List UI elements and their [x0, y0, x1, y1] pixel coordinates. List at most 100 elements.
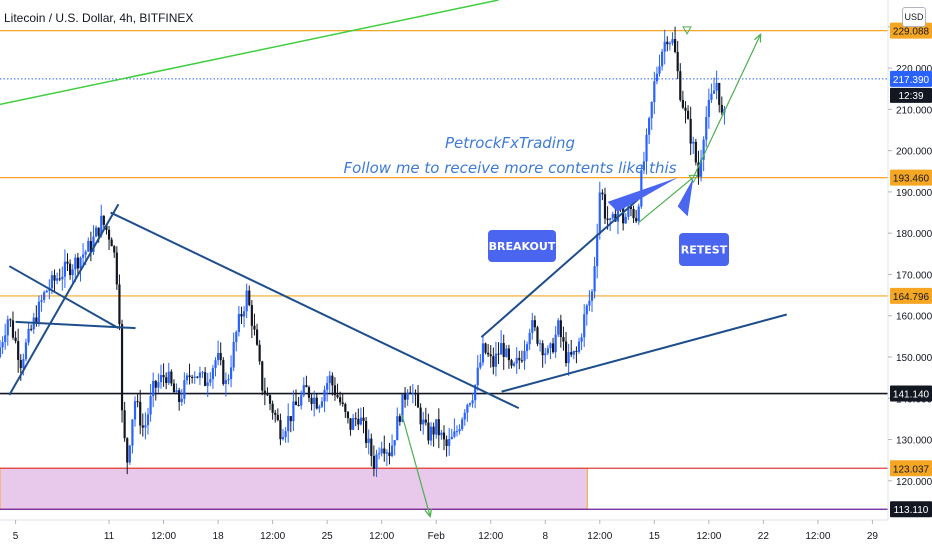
candle-body [204, 372, 207, 386]
candle-body [614, 214, 617, 222]
candle-body [56, 278, 59, 281]
time-tick-label: 12:00 [260, 531, 285, 542]
candle-body [572, 350, 575, 355]
price-tag [890, 287, 932, 304]
candle-body [388, 452, 391, 457]
price-tick-label: 170.000 [896, 270, 932, 281]
time-tick-label: 12:00 [151, 531, 176, 542]
time-axis-panel [0, 520, 932, 550]
candle-body [349, 418, 352, 430]
candle-body [518, 357, 521, 361]
time-tick-label: 8 [542, 531, 548, 542]
candle-body [450, 436, 453, 440]
candle-body [271, 403, 274, 413]
price-tag-label: 193.460 [893, 174, 930, 185]
candle-body [393, 440, 396, 446]
candle-body [520, 360, 523, 362]
candle-body [515, 357, 518, 364]
candle-body [476, 367, 479, 386]
candle-body [531, 320, 534, 333]
candle-body [240, 314, 243, 317]
candle-body [715, 82, 718, 91]
candle-body [9, 319, 12, 321]
candle-body [235, 332, 238, 342]
candle-body [403, 394, 407, 400]
candle-body [211, 368, 215, 380]
candle-body [419, 407, 422, 425]
candle-body [679, 71, 682, 100]
projection-arrow-1 [401, 414, 430, 516]
candle-body [307, 387, 311, 398]
candle-body [492, 356, 495, 367]
candle-body [684, 107, 687, 111]
candle-body [377, 453, 381, 455]
candle-body [544, 353, 547, 356]
candle-body [359, 417, 363, 425]
candle-body [411, 393, 414, 395]
time-tick-label: 11 [104, 531, 115, 542]
candle-body [128, 445, 131, 463]
candle-body [505, 348, 508, 357]
candle-body [261, 361, 264, 391]
candle-body [133, 401, 137, 420]
candle-body [6, 319, 9, 336]
time-tick-label: 5 [13, 531, 19, 542]
candle-body [445, 439, 448, 446]
candle-body [375, 454, 378, 469]
candle-body [525, 344, 529, 351]
candle-body [27, 328, 30, 343]
candle-body [468, 403, 472, 405]
candle-body [481, 343, 485, 363]
retest-callout-pointer [677, 178, 694, 217]
candle-body [331, 375, 334, 386]
candle-body [300, 395, 303, 406]
candle-body [224, 380, 227, 384]
candle-body [616, 206, 620, 222]
price-tag [890, 385, 932, 402]
candle-body [87, 240, 90, 252]
candle-body [367, 438, 370, 443]
price-tick-label: 180.000 [896, 229, 932, 240]
candle-body [655, 73, 659, 82]
candle-body [45, 290, 48, 293]
candle-body [663, 41, 666, 52]
time-tick-label: 22 [758, 531, 770, 542]
time-tick-label: 29 [867, 531, 879, 542]
candle-body [89, 240, 92, 252]
candle-body [484, 343, 487, 353]
candle-body [40, 300, 43, 302]
candle-body [274, 412, 277, 415]
candle-body [180, 398, 183, 402]
candle-body [424, 419, 427, 423]
candle-body [339, 397, 342, 403]
candle-body [227, 379, 230, 381]
candle-body [549, 343, 552, 349]
candle-body [455, 431, 459, 433]
time-tick-label: Feb [428, 531, 446, 542]
candle-body [554, 334, 557, 353]
candle-body [432, 426, 435, 435]
candle-body [398, 416, 401, 422]
candle-body [710, 93, 713, 100]
candle-body [201, 372, 204, 374]
candle-body [245, 290, 248, 312]
candle-body [601, 192, 604, 195]
candle-body [11, 320, 15, 338]
candle-body [385, 452, 388, 454]
chart-title: Litecoin / U.S. Dollar, 4h, BITFINEX [4, 11, 194, 25]
candle-body [175, 390, 178, 393]
projection-arrow-0 [692, 35, 760, 178]
candle-body [609, 218, 612, 220]
candle-body [611, 214, 614, 219]
candle-body [474, 385, 477, 401]
candle-body [406, 392, 409, 400]
candle-body [603, 194, 607, 219]
candle-body [191, 377, 194, 379]
candle-body [510, 360, 513, 366]
candle-body [310, 397, 313, 404]
candle-body [637, 206, 640, 222]
candle-body [229, 367, 233, 380]
candle-body [71, 269, 74, 276]
currency-button[interactable]: USD [902, 7, 926, 27]
